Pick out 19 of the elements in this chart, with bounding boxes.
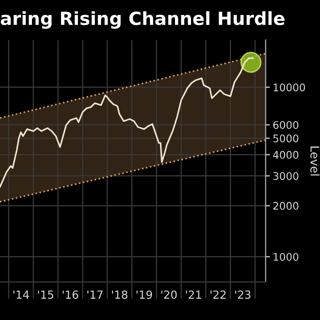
x-tick-label: '19 [136, 290, 152, 299]
x-tick-label: '14 [13, 290, 29, 299]
y-tick-label: 4000 [273, 150, 298, 159]
y-tick-label: 6000 [273, 121, 298, 129]
x-tick-label: '16 [62, 290, 78, 299]
x-tick-label: '22 [210, 290, 226, 299]
x-tick-label: '17 [87, 290, 103, 299]
x-tick-label: '21 [186, 290, 202, 299]
y-tick-label: 2000 [273, 202, 298, 210]
chart-title: aring Rising Channel Hurdle [0, 11, 285, 29]
y-tick-label: 10000 [274, 83, 305, 92]
y-tick-label: 1000 [274, 252, 298, 261]
y-tick-label: 5000 [273, 134, 298, 142]
y-tick-label: 3000 [273, 172, 298, 180]
x-tick-label: '18 [112, 290, 128, 299]
x-tick-label: '20 [161, 290, 177, 299]
y-axis-title: Level [310, 146, 320, 176]
x-tick-label: '23 [235, 290, 250, 299]
x-tick-label: '15 [38, 290, 54, 299]
